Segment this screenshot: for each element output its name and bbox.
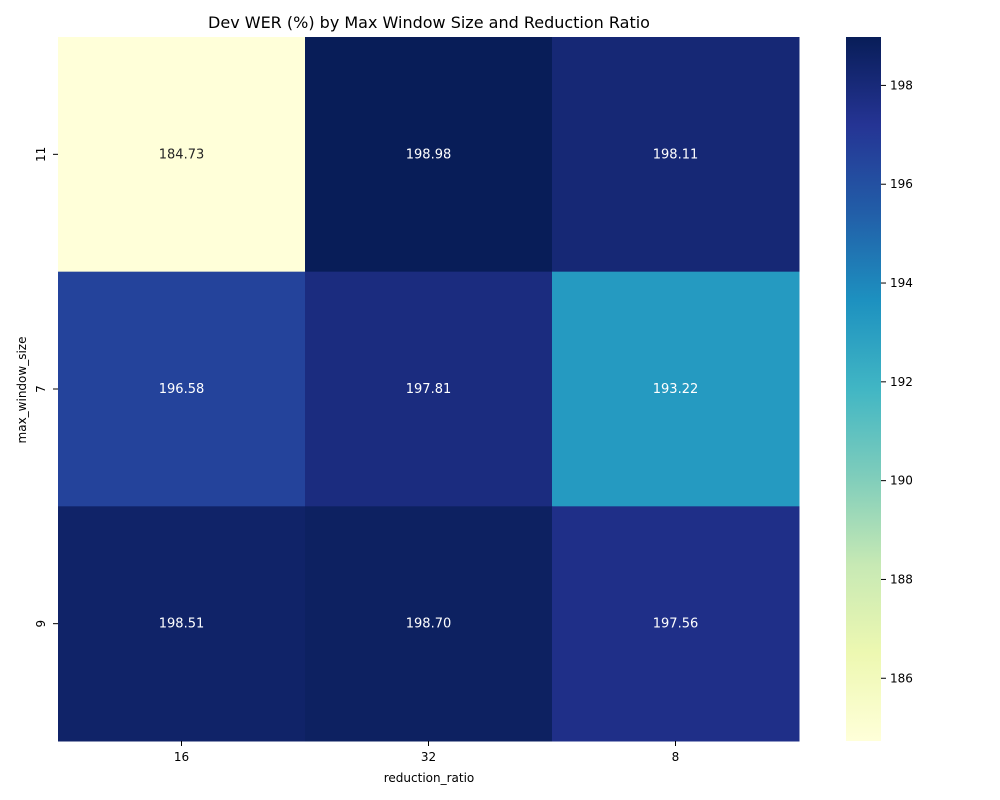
heatmap-cell bbox=[58, 37, 306, 273]
cell-value-label: 184.73 bbox=[159, 147, 205, 162]
heatmap-cell bbox=[305, 506, 553, 742]
colorbar-tick-label: 186 bbox=[890, 671, 913, 685]
y-axis-ticks: 11 7 9 bbox=[34, 147, 58, 628]
heatmap-cell bbox=[305, 271, 553, 507]
heatmap-cell bbox=[552, 271, 800, 507]
colorbar-tick-label: 194 bbox=[890, 276, 913, 290]
x-axis-ticks: 16 32 8 bbox=[174, 741, 679, 764]
cell-value-label: 198.98 bbox=[406, 147, 452, 162]
y-tick-label: 9 bbox=[34, 620, 48, 628]
colorbar-tick-label: 198 bbox=[890, 78, 913, 92]
x-axis-label: reduction_ratio bbox=[384, 771, 475, 785]
heatmap-cell bbox=[552, 37, 800, 273]
y-tick-label: 7 bbox=[34, 385, 48, 393]
cell-value-label: 198.70 bbox=[406, 617, 452, 632]
y-tick-label: 11 bbox=[34, 147, 48, 162]
cell-value-label: 198.11 bbox=[653, 147, 699, 162]
chart-title: Dev WER (%) by Max Window Size and Reduc… bbox=[208, 13, 650, 32]
colorbar-ticks: 186 188 190 192 194 196 198 bbox=[881, 78, 913, 685]
cell-value-label: 197.56 bbox=[653, 617, 699, 632]
cell-value-label: 198.51 bbox=[159, 617, 205, 632]
cell-value-label: 197.81 bbox=[406, 382, 452, 397]
heatmap-cell bbox=[305, 37, 553, 273]
colorbar-tick-label: 192 bbox=[890, 375, 913, 389]
cell-value-label: 193.22 bbox=[653, 382, 699, 397]
heatmap-cell bbox=[58, 271, 306, 507]
cell-value-label: 196.58 bbox=[159, 382, 205, 397]
x-tick-label: 32 bbox=[421, 750, 436, 764]
x-tick-label: 8 bbox=[672, 750, 680, 764]
colorbar-tick-label: 190 bbox=[890, 474, 913, 488]
heatmap-cell bbox=[58, 506, 306, 742]
heatmap-cell bbox=[552, 506, 800, 742]
heatmap-cells: 184.73 198.98 198.11 196.58 197.81 193.22 198.… bbox=[58, 37, 800, 742]
colorbar-tick-label: 196 bbox=[890, 177, 913, 191]
colorbar-tick-label: 188 bbox=[890, 572, 913, 586]
x-tick-label: 16 bbox=[174, 750, 189, 764]
y-axis-label: max_window_size bbox=[15, 337, 29, 444]
colorbar bbox=[846, 37, 881, 741]
